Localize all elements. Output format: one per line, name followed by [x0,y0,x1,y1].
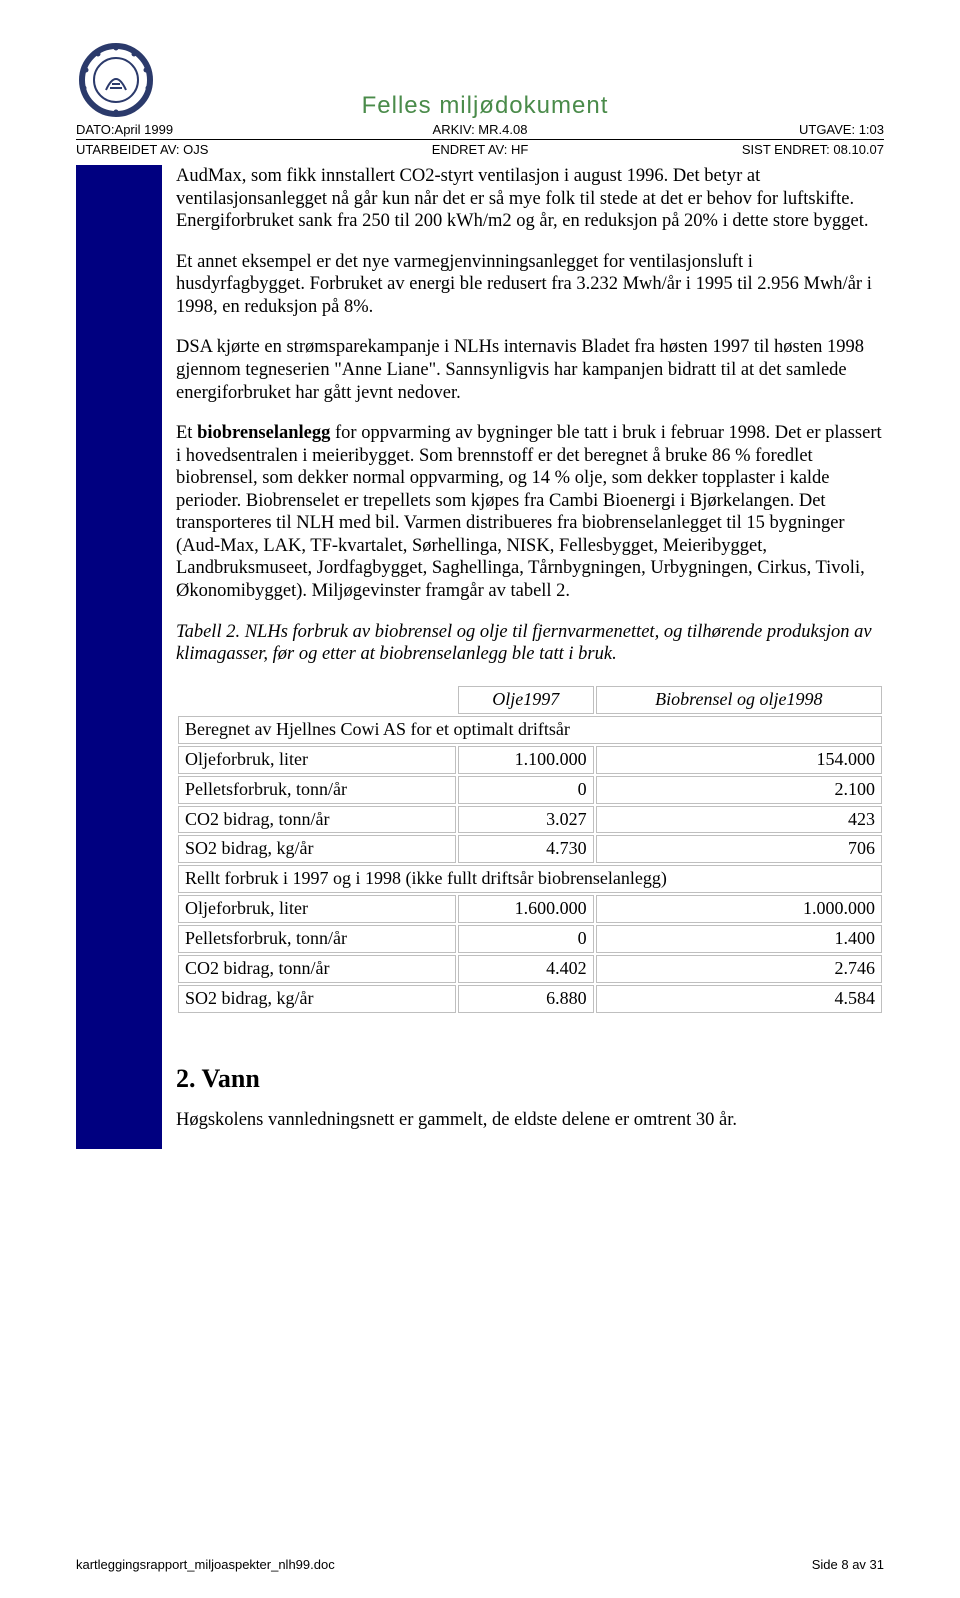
cell: 1.100.000 [458,746,594,774]
table-row: Oljeforbruk, liter 1.100.000 154.000 [178,746,882,774]
table-2: Olje1997 Biobrensel og olje1998 Beregnet… [176,684,884,1015]
paragraph: Et annet eksempel er det nye varmegjenvi… [176,251,884,319]
table-caption: Tabell 2. NLHs forbruk av biobrensel og … [176,621,884,666]
cell: 4.584 [596,985,882,1013]
section-label: Beregnet av Hjellnes Cowi AS for et opti… [178,716,882,744]
table-header-row: Olje1997 Biobrensel og olje1998 [178,686,882,714]
text: for oppvarming av bygninger ble tatt i b… [176,423,882,601]
cell: 0 [458,776,594,804]
table-row: CO2 bidrag, tonn/år 3.027 423 [178,806,882,834]
table-row: Pelletsforbruk, tonn/år 0 1.400 [178,925,882,953]
row-label: Pelletsforbruk, tonn/år [178,925,456,953]
university-seal-logo [76,40,156,120]
meta-last-changed: SIST ENDRET: 08.10.07 [617,142,884,157]
table-section-row: Beregnet av Hjellnes Cowi AS for et opti… [178,716,882,744]
table-section-row: Rellt forbruk i 1997 og i 1998 (ikke ful… [178,865,882,893]
row-label: SO2 bidrag, kg/år [178,985,456,1013]
row-label: Pelletsforbruk, tonn/år [178,776,456,804]
meta-row-2: UTARBEIDET AV: OJS ENDRET AV: HF SIST EN… [76,142,884,159]
cell: 6.880 [458,985,594,1013]
page: Felles miljødokument DATO:April 1999 ARK… [0,0,960,1598]
meta-date: DATO:April 1999 [76,122,343,137]
paragraph: Høgskolens vannledningsnett er gammelt, … [176,1109,884,1132]
meta-author: UTARBEIDET AV: OJS [76,142,343,157]
paragraph: DSA kjørte en strømsparekampanje i NLHs … [176,336,884,404]
row-label: SO2 bidrag, kg/år [178,835,456,863]
cell: 1.400 [596,925,882,953]
meta-version: UTGAVE: 1:03 [617,122,884,137]
cell: 2.746 [596,955,882,983]
cell: 4.730 [458,835,594,863]
table-row: CO2 bidrag, tonn/år 4.402 2.746 [178,955,882,983]
empty-cell [178,686,456,714]
cell: 423 [596,806,882,834]
row-label: CO2 bidrag, tonn/år [178,955,456,983]
cell: 3.027 [458,806,594,834]
paragraph: AudMax, som fikk innstallert CO2-styrt v… [176,165,884,233]
bold-term: biobrenselanlegg [197,423,330,443]
meta-changed-by: ENDRET AV: HF [343,142,618,157]
table-row: SO2 bidrag, kg/år 6.880 4.584 [178,985,882,1013]
text: Et [176,423,197,443]
body-column: AudMax, som fikk innstallert CO2-styrt v… [162,165,884,1149]
footer-page-number: Side 8 av 31 [812,1557,884,1572]
section-heading: 2. Vann [176,1063,884,1095]
col-header: Olje1997 [458,686,594,714]
footer-filename: kartleggingsrapport_miljoaspekter_nlh99.… [76,1557,335,1572]
header: Felles miljødokument DATO:April 1999 ARK… [76,40,884,159]
table-row: SO2 bidrag, kg/år 4.730 706 [178,835,882,863]
meta-row-1: DATO:April 1999 ARKIV: MR.4.08 UTGAVE: 1… [76,122,884,140]
row-label: Oljeforbruk, liter [178,895,456,923]
left-color-stripe [76,165,162,1149]
row-label: CO2 bidrag, tonn/år [178,806,456,834]
document-title: Felles miljødokument [166,92,804,120]
cell: 154.000 [596,746,882,774]
content: AudMax, som fikk innstallert CO2-styrt v… [76,165,884,1149]
col-header: Biobrensel og olje1998 [596,686,882,714]
cell: 706 [596,835,882,863]
cell: 1.000.000 [596,895,882,923]
meta-archive: ARKIV: MR.4.08 [343,122,618,137]
paragraph: Et biobrenselanlegg for oppvarming av by… [176,422,884,603]
cell: 4.402 [458,955,594,983]
cell: 0 [458,925,594,953]
footer: kartleggingsrapport_miljoaspekter_nlh99.… [76,1557,884,1572]
row-label: Oljeforbruk, liter [178,746,456,774]
cell: 1.600.000 [458,895,594,923]
cell: 2.100 [596,776,882,804]
table-row: Pelletsforbruk, tonn/år 0 2.100 [178,776,882,804]
section-label: Rellt forbruk i 1997 og i 1998 (ikke ful… [178,865,882,893]
table-row: Oljeforbruk, liter 1.600.000 1.000.000 [178,895,882,923]
